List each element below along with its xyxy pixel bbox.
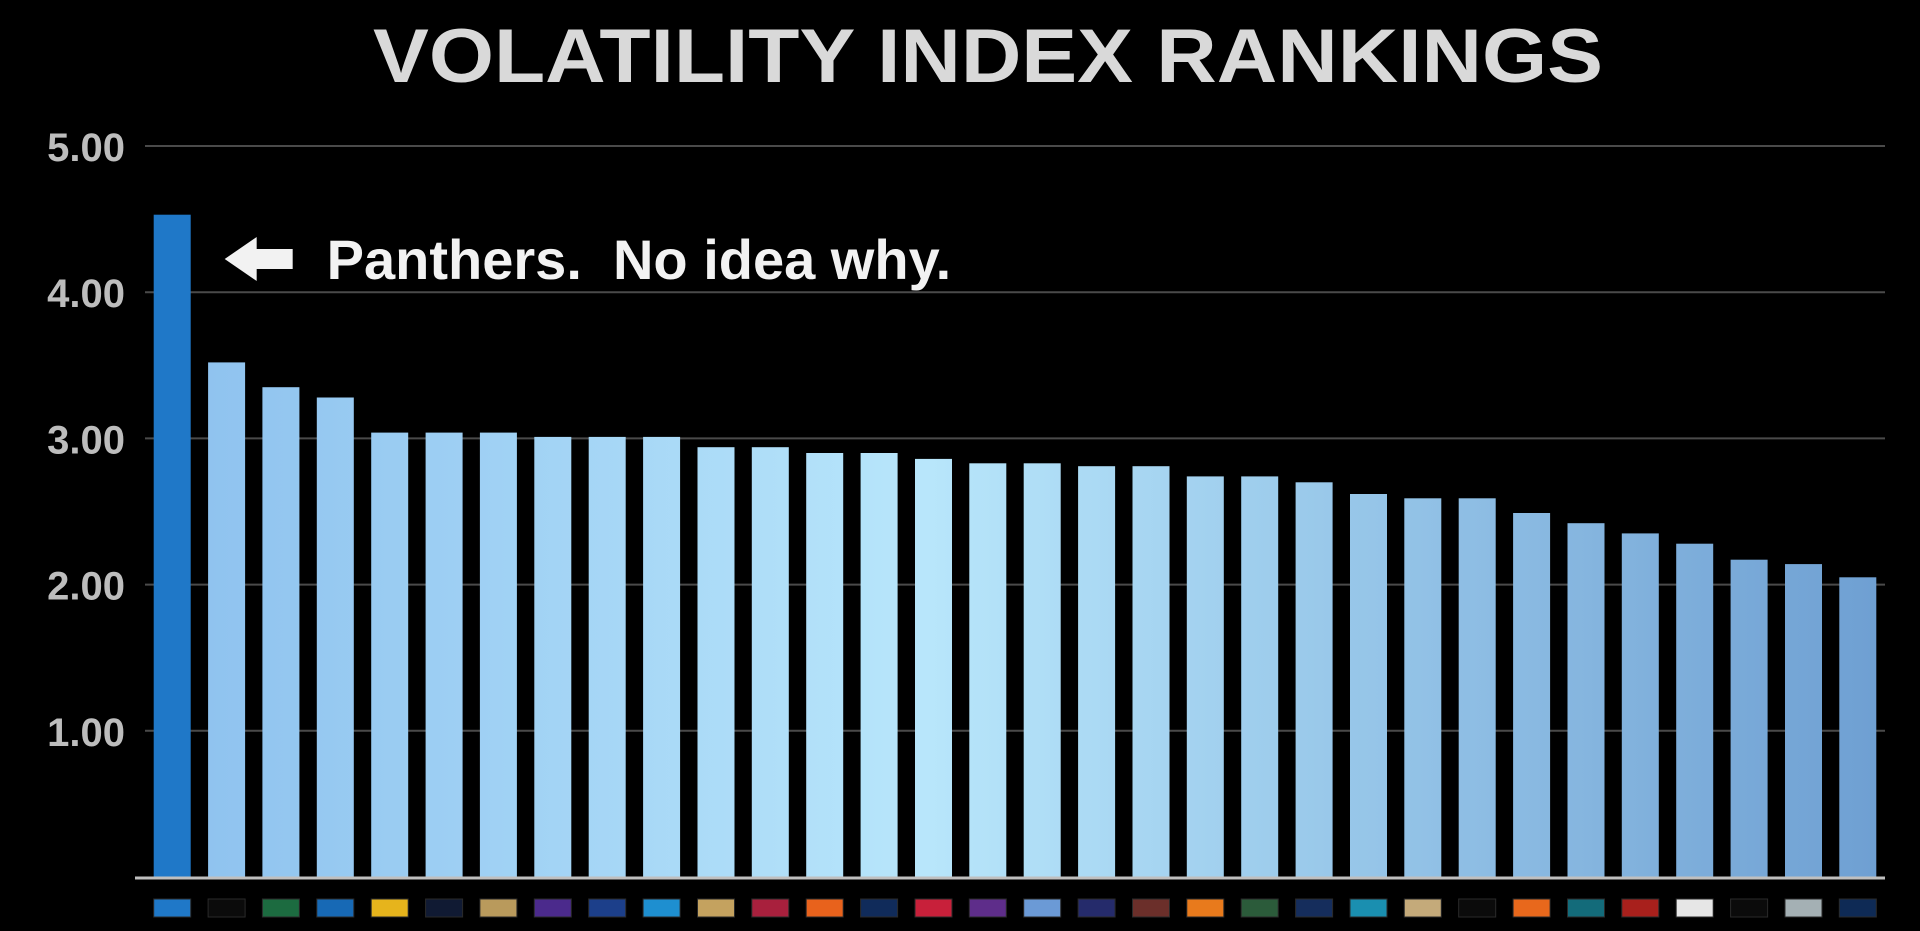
- bar: [1350, 494, 1387, 877]
- category-swatch: [316, 898, 355, 918]
- annotation: Panthers. No idea why.: [224, 228, 951, 291]
- category-swatch: [805, 898, 844, 918]
- category-swatch: [1403, 898, 1442, 918]
- chart-title: VOLATILITY INDEX RANKINGS: [373, 14, 1603, 99]
- category-swatch: [1784, 898, 1823, 918]
- category-swatch: [1567, 898, 1605, 918]
- bar: [479, 432, 517, 877]
- category-swatch: [533, 898, 572, 918]
- left-arrow-icon: [224, 237, 293, 281]
- bar: [1078, 466, 1116, 877]
- bar: [262, 387, 300, 877]
- category-swatch: [479, 898, 518, 918]
- category-swatch: [588, 898, 627, 918]
- category-swatch: [1132, 898, 1170, 918]
- category-swatch: [1458, 898, 1497, 918]
- category-swatch: [1349, 898, 1388, 918]
- bar: [1785, 564, 1822, 877]
- annotation-text: Panthers. No idea why.: [327, 228, 951, 291]
- bar: [806, 453, 844, 877]
- bar: [1023, 463, 1061, 877]
- y-tick-label: 3.00: [47, 418, 125, 462]
- bar: [425, 432, 463, 877]
- bar: [534, 436, 572, 877]
- bar: [969, 463, 1007, 877]
- bar: [915, 458, 952, 877]
- bar: [1621, 533, 1659, 877]
- bar: [1132, 466, 1170, 877]
- category-swatch: [1186, 898, 1225, 918]
- category-swatch: [370, 898, 409, 918]
- category-swatch: [697, 898, 735, 918]
- bar: [1676, 543, 1714, 877]
- bar: [1404, 498, 1442, 877]
- bar: [1567, 523, 1605, 877]
- bar: [1513, 513, 1551, 877]
- category-swatch: [1295, 898, 1334, 918]
- bar: [588, 436, 626, 877]
- category-swatches: [153, 898, 1877, 918]
- bar: [697, 447, 735, 877]
- category-swatch: [914, 898, 953, 918]
- bar: [860, 453, 898, 877]
- category-swatch: [968, 898, 1007, 918]
- category-swatch: [1240, 898, 1279, 918]
- category-swatch: [425, 898, 464, 918]
- bar: [316, 397, 354, 877]
- y-axis-tick-labels: 1.00 2.00 3.00 4.00 5.00: [47, 126, 125, 755]
- category-swatch: [1077, 898, 1116, 918]
- bar: [208, 362, 246, 877]
- category-swatch: [1675, 898, 1714, 918]
- category-swatch: [1730, 898, 1769, 918]
- category-swatch: [207, 898, 246, 918]
- bar: [1730, 559, 1768, 877]
- category-swatch: [261, 898, 300, 918]
- category-swatch: [860, 898, 899, 918]
- bar: [1295, 482, 1333, 877]
- bars: [153, 214, 1877, 877]
- bar: [1241, 476, 1279, 877]
- category-swatch: [1023, 898, 1062, 918]
- category-swatch: [153, 898, 192, 918]
- bar: [371, 432, 409, 877]
- bar: [1458, 498, 1496, 877]
- y-tick-label: 5.00: [47, 126, 125, 170]
- bar: [643, 436, 681, 877]
- bar-highlighted: [153, 214, 191, 877]
- bar: [1186, 476, 1224, 877]
- bar: [1839, 577, 1877, 877]
- category-swatch: [1621, 898, 1660, 918]
- y-tick-label: 1.00: [47, 711, 125, 755]
- bar: [751, 447, 789, 877]
- y-tick-label: 2.00: [47, 565, 125, 609]
- category-swatch: [751, 898, 790, 918]
- y-tick-label: 4.00: [47, 272, 125, 316]
- category-swatch: [1512, 898, 1551, 918]
- category-swatch: [642, 898, 681, 918]
- category-swatch: [1838, 898, 1877, 918]
